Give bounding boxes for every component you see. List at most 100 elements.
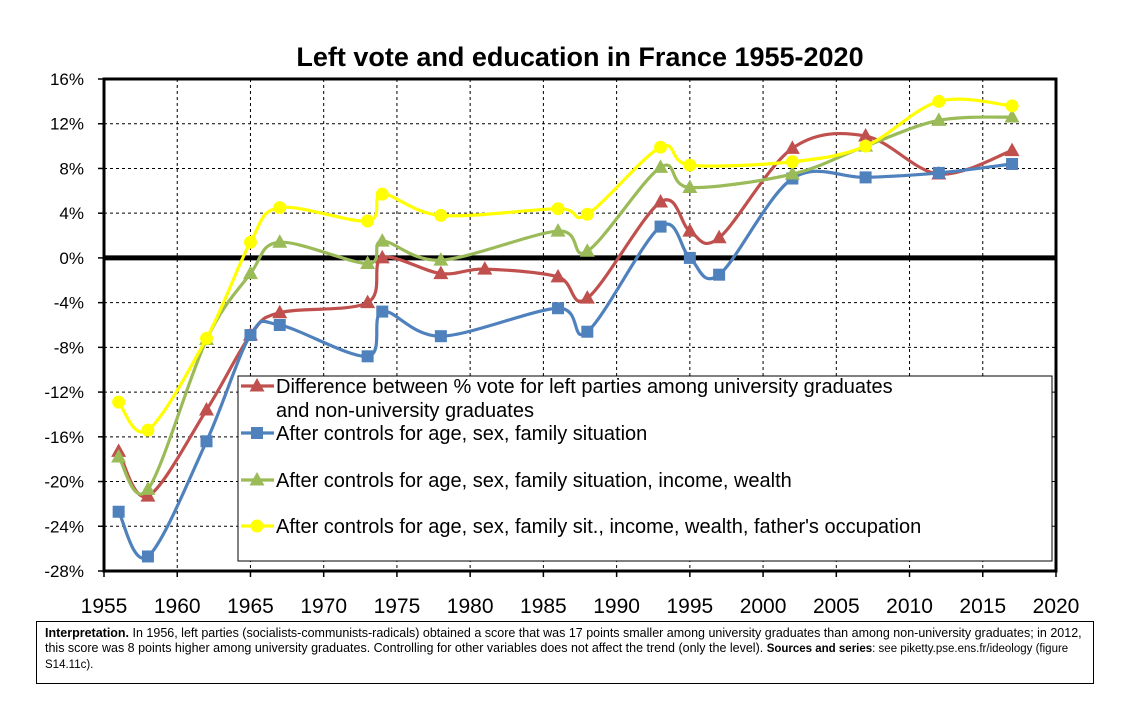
caption-box: Interpretation. In 1956, left parties (s… (36, 621, 1094, 684)
point-controls-age-sex-family-1962 (200, 435, 213, 448)
point-difference-1995 (682, 223, 698, 237)
point-controls-age-sex-family-1965 (244, 329, 257, 342)
x-tick-label-1985: 1985 (520, 595, 567, 618)
point-controls-father-occupation-1995 (683, 158, 697, 172)
legend-label-controls-income-wealth-line-1: After controls for age, sex, family situ… (276, 470, 792, 492)
point-difference-1967 (272, 304, 288, 319)
legend-entry-controls-age-sex-family: After controls for age, sex, family situ… (241, 423, 647, 445)
legend-label-difference-line-2: and non-university graduates (276, 400, 534, 422)
point-controls-age-sex-family-2017 (1006, 157, 1019, 170)
point-controls-age-sex-family-1995 (683, 251, 696, 264)
y-tick-label--16%: -16% (44, 428, 84, 447)
point-controls-income-wealth-1974 (374, 233, 390, 247)
point-controls-income-wealth-1978 (433, 252, 449, 266)
legend-entry-difference: Difference between % vote for left parti… (241, 376, 893, 422)
point-controls-income-wealth-1965 (242, 265, 258, 280)
point-controls-father-occupation-1958 (141, 423, 155, 437)
y-tick-label-12%: 12% (50, 115, 84, 134)
point-difference-2007 (858, 128, 874, 142)
point-difference-1997 (711, 229, 727, 244)
y-tick-label-8%: 8% (59, 159, 84, 178)
point-controls-age-sex-family-1967 (273, 319, 286, 331)
sources-text: : see piketty.pse.ens.fr/ideology (figur… (45, 643, 1069, 671)
x-tick-label-2010: 2010 (886, 595, 933, 618)
point-controls-income-wealth-1958 (140, 481, 156, 495)
point-difference-1974 (374, 249, 390, 264)
line-chart: 1955 1960 1965 1970 1975 1980 1985 1990 1995 2000… (44, 70, 1079, 618)
point-controls-father-occupation-1974 (375, 187, 389, 201)
series-line-controls-father-occupation (117, 97, 1013, 434)
point-controls-age-sex-family-2012 (932, 166, 945, 179)
legend-box (237, 375, 1053, 562)
point-controls-father-occupation-2002 (785, 155, 799, 169)
point-controls-father-occupation-1962 (200, 331, 214, 345)
x-tick-label-1960: 1960 (154, 595, 201, 618)
legend-marker-controls-income-wealth (249, 472, 265, 486)
point-difference-1978 (433, 265, 449, 280)
point-difference-1988 (579, 290, 595, 304)
y-tick-label--28%: -28% (44, 562, 84, 581)
point-controls-father-occupation-2007 (859, 139, 873, 153)
point-controls-father-occupation-1988 (580, 207, 594, 221)
x-tick-label-1965: 1965 (227, 595, 274, 618)
legend-label-controls-father-occupation-line-1: After controls for age, sex, family sit.… (276, 516, 921, 538)
y-tick-label-4%: 4% (59, 204, 84, 223)
point-controls-age-sex-family-1956 (112, 505, 125, 518)
legend: Difference between % vote for left parti… (237, 375, 1053, 562)
y-tick-label--4%: -4% (54, 294, 84, 313)
point-difference-1962 (199, 401, 215, 416)
point-difference-2002 (784, 140, 800, 154)
point-controls-age-sex-family-1978 (434, 330, 447, 343)
point-difference-2017 (1004, 142, 1020, 157)
legend-entry-controls-income-wealth: After controls for age, sex, family situ… (241, 470, 792, 492)
point-controls-father-occupation-1967 (273, 201, 287, 215)
point-controls-age-sex-family-1974 (376, 305, 389, 318)
x-tick-label-1995: 1995 (666, 595, 713, 618)
point-controls-age-sex-family-1988 (581, 325, 594, 338)
interpretation-label: Interpretation. (45, 626, 130, 640)
interpretation-text: In 1956, left parties (socialists-commun… (45, 626, 1082, 655)
point-controls-income-wealth-1988 (579, 243, 595, 257)
plot-frame (102, 77, 1058, 573)
y-tick-label--12%: -12% (44, 383, 84, 402)
point-controls-father-occupation-2012 (932, 94, 946, 108)
point-controls-father-occupation-1965 (243, 235, 257, 249)
legend-marker-controls-father-occupation (250, 519, 264, 533)
y-tick-label-16%: 16% (50, 70, 84, 89)
series-line-difference (117, 131, 1013, 499)
series-lines (111, 94, 1020, 563)
point-difference-1973 (360, 294, 376, 309)
x-tick-label-1980: 1980 (447, 595, 494, 618)
point-controls-father-occupation-1978 (434, 208, 448, 222)
axes: 1955 1960 1965 1970 1975 1980 1985 1990 1995 2000… (44, 70, 1079, 618)
point-controls-income-wealth-1956 (111, 448, 127, 463)
point-difference-1993 (653, 194, 669, 208)
point-controls-father-occupation-1973 (361, 214, 375, 228)
legend-label-difference-line-1: Difference between % vote for left parti… (276, 376, 893, 398)
point-controls-age-sex-family-1958 (141, 550, 154, 563)
point-controls-age-sex-family-1993 (654, 220, 667, 233)
point-controls-income-wealth-1995 (682, 179, 698, 193)
y-tick-label--20%: -20% (44, 473, 84, 492)
point-controls-age-sex-family-1997 (713, 268, 726, 281)
point-controls-age-sex-family-1973 (361, 350, 374, 363)
y-tick-label-0%: 0% (59, 249, 84, 268)
point-controls-income-wealth-2012 (931, 112, 947, 126)
point-difference-1986 (550, 268, 566, 283)
legend-marker-controls-age-sex-family (251, 427, 263, 439)
point-controls-father-occupation-1986 (551, 202, 565, 216)
legend-entry-controls-father-occupation: After controls for age, sex, family sit.… (241, 516, 921, 538)
x-tick-label-2020: 2020 (1033, 595, 1080, 618)
legend-marker-difference (249, 378, 265, 392)
series-controls-father-occupation (112, 94, 1019, 437)
x-tick-label-1990: 1990 (593, 595, 640, 618)
point-controls-age-sex-family-2007 (859, 171, 872, 184)
x-tick-label-1975: 1975 (374, 595, 421, 618)
point-controls-income-wealth-1973 (360, 255, 376, 269)
point-controls-father-occupation-1993 (654, 140, 668, 154)
sources-label: Sources and series (766, 643, 873, 655)
x-tick-label-2005: 2005 (813, 595, 860, 618)
chart-title: Left vote and education in France 1955-2… (296, 42, 864, 72)
point-difference-1981 (477, 261, 493, 275)
x-tick-label-2000: 2000 (740, 595, 787, 618)
